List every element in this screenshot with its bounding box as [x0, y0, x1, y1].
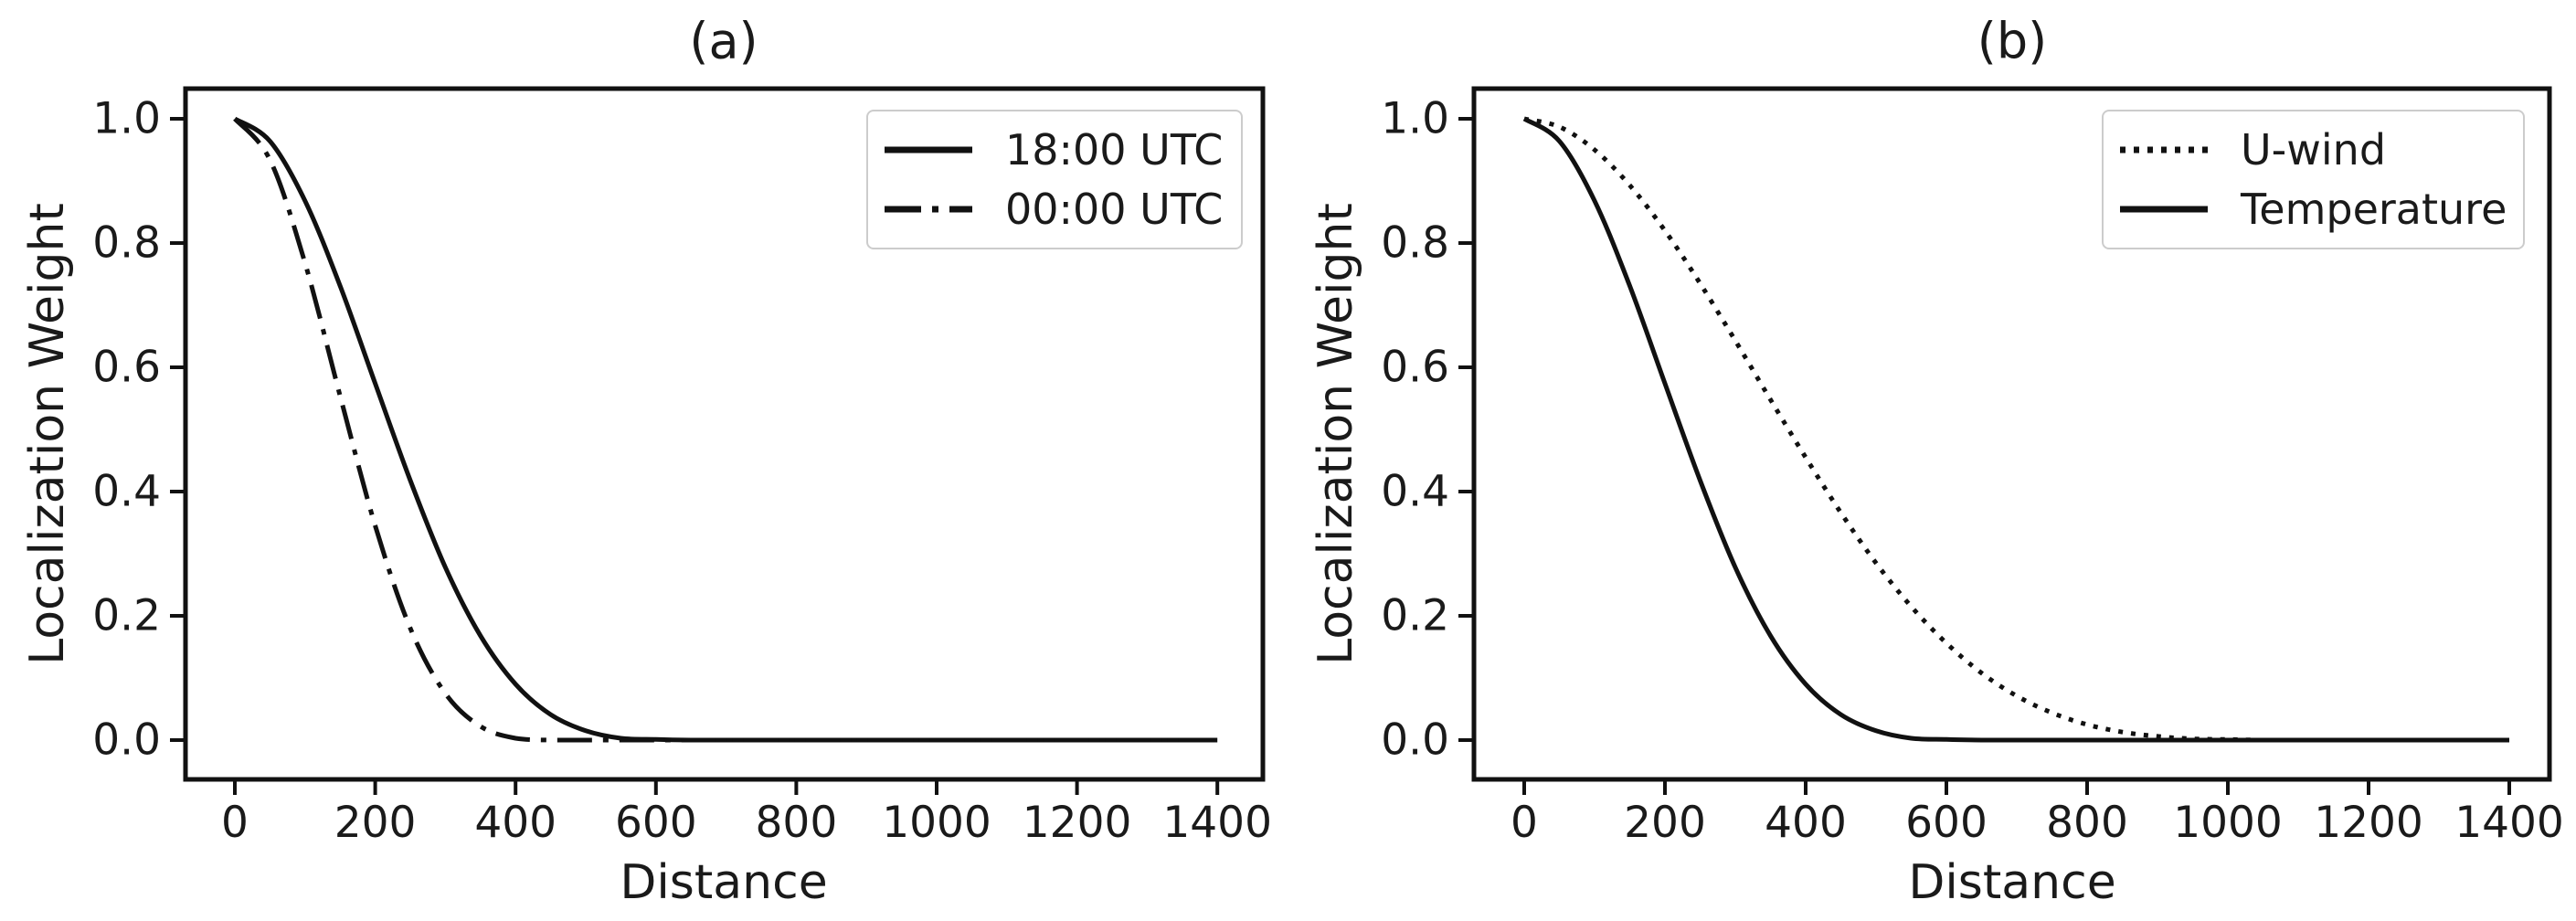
x-tick-label: 0: [1511, 798, 1538, 848]
x-tick-label: 800: [756, 798, 838, 848]
x-tick-label: 1200: [1023, 798, 1132, 848]
y-tick-label: 0.2: [1381, 591, 1449, 641]
subplot-b-legend: U-wind Temperature: [2102, 110, 2525, 249]
y-tick-label: 1.0: [1381, 94, 1449, 144]
x-tick-label: 600: [1905, 798, 1988, 848]
subplot-b-axes: 0 200 400 600 800 1000 1200 1400 0.0 0.2 0.4 0.6 0.8…: [1381, 86, 2564, 848]
legend-label: U-wind: [2241, 125, 2387, 175]
subplot-a-xlabel: Distance: [620, 855, 828, 910]
axes-spines: [1471, 86, 2552, 782]
x-tick-label: 400: [1765, 798, 1847, 848]
x-tick-label: 1400: [2454, 798, 2564, 848]
y-axis-ticks: 0.0 0.2 0.4 0.6 0.8 1.0: [1381, 94, 1474, 766]
y-tick-label: 0.6: [92, 343, 161, 393]
y-axis-ticks: 0.0 0.2 0.4 0.6 0.8 1.0: [92, 94, 186, 766]
curve-00-00-utc: [233, 117, 1218, 743]
solid-line-key-icon: [2120, 206, 2208, 213]
legend-label: Temperature: [2241, 185, 2507, 234]
x-axis-ticks: 0 200 400 600 800 1000 1200 1400: [1511, 779, 2564, 848]
subplot-a-ylabel: Localization Weight: [20, 203, 75, 665]
legend-entry-0000-utc: 00:00 UTC: [883, 185, 1226, 234]
dashdot-line-key-icon: [885, 206, 972, 213]
subplot-a-legend: 18:00 UTC 00:00 UTC: [866, 110, 1243, 249]
subplot-b-ylabel: Localization Weight: [1309, 203, 1363, 665]
subplot-b-xlabel: Distance: [1908, 855, 2116, 910]
x-axis-ticks: 0 200 400 600 800 1000 1200 1400: [221, 779, 1272, 848]
axes-spines: [183, 86, 1266, 782]
legend-label: 18:00 UTC: [1005, 125, 1224, 175]
legend-entry-1800-utc: 18:00 UTC: [883, 125, 1226, 175]
x-tick-label: 200: [1624, 798, 1706, 848]
y-tick-label: 0.4: [1381, 467, 1449, 517]
solid-line-key-icon: [885, 146, 972, 154]
y-tick-label: 0.8: [92, 218, 161, 269]
legend-entry-u-wind: U-wind: [2118, 125, 2508, 175]
x-tick-label: 600: [615, 798, 697, 848]
y-tick-label: 0.0: [1381, 715, 1449, 766]
y-tick-label: 0.4: [92, 467, 161, 517]
y-tick-label: 0.6: [1381, 343, 1449, 393]
x-tick-label: 1000: [2173, 798, 2283, 848]
y-tick-label: 0.0: [92, 715, 161, 766]
subplot-b-title: (b): [1977, 12, 2048, 70]
x-tick-label: 1200: [2314, 798, 2423, 848]
x-tick-label: 1000: [882, 798, 991, 848]
y-tick-label: 0.8: [1381, 218, 1449, 269]
x-tick-label: 0: [221, 798, 249, 848]
legend-label: 00:00 UTC: [1005, 185, 1224, 234]
legend-entry-temperature: Temperature: [2118, 185, 2508, 234]
curve-temperature: [1522, 116, 2509, 743]
x-tick-label: 200: [334, 798, 417, 848]
y-tick-label: 0.2: [92, 591, 161, 641]
y-tick-label: 1.0: [92, 94, 161, 144]
x-tick-label: 800: [2046, 798, 2128, 848]
dotted-line-key-icon: [2120, 146, 2208, 154]
x-tick-label: 1400: [1162, 798, 1272, 848]
subplot-a-axes: 0 200 400 600 800 1000 1200 1400 0.0 0.2 0.4 0.6 0.8…: [92, 86, 1272, 848]
x-tick-label: 400: [474, 798, 557, 848]
subplot-a-title: (a): [689, 12, 758, 70]
